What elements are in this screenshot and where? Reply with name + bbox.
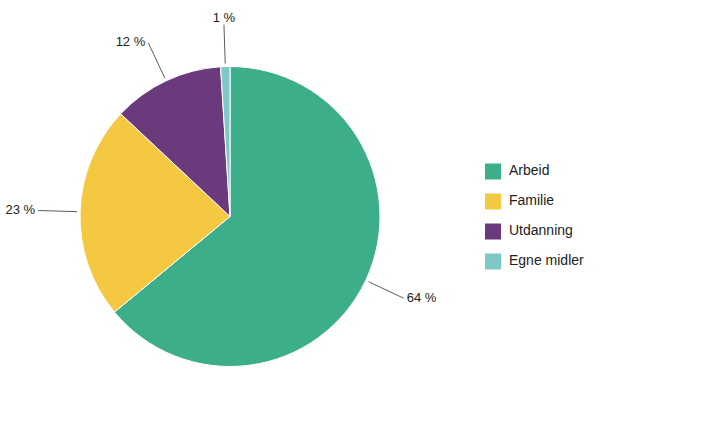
leader-line: [368, 282, 403, 299]
data-label: 1 %: [213, 10, 236, 25]
legend-label: Egne midler: [509, 252, 584, 268]
legend-item: Arbeid: [485, 162, 549, 179]
data-label: 12 %: [116, 34, 146, 49]
legend-swatch: [485, 224, 501, 240]
leader-line: [148, 43, 165, 78]
pie-slice: [221, 67, 230, 217]
legend-swatch: [485, 164, 501, 180]
legend-label: Arbeid: [509, 162, 549, 178]
pie-slice: [121, 67, 230, 217]
legend-swatch: [485, 254, 501, 270]
legend-label: Familie: [509, 192, 554, 208]
legend-item: Utdanning: [485, 222, 573, 239]
data-labels: 64 % 23 % 12 % 1 %: [5, 10, 436, 305]
chart: 64 % 23 % 12 % 1 % Arbeid Familie Utdanning Egn…: [0, 0, 709, 433]
leader-line: [224, 25, 225, 64]
data-label: 23 %: [5, 202, 35, 217]
leader-line: [38, 210, 77, 211]
pie: [80, 67, 380, 367]
legend-item: Familie: [485, 192, 554, 209]
legend-item: Egne midler: [485, 252, 584, 269]
legend-swatch: [485, 194, 501, 210]
legend: Arbeid Familie Utdanning Egne midler: [485, 162, 584, 269]
data-label: 64 %: [407, 290, 437, 305]
legend-label: Utdanning: [509, 222, 573, 238]
